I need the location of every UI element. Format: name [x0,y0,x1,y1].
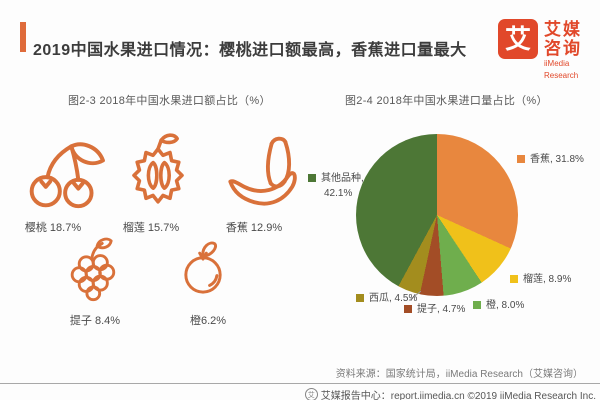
legend-marker-others [308,174,316,182]
pie-legend-banana: 香蕉, 31.8% [517,153,584,166]
legend-label-others: 其他品种, 42.1% [321,172,364,200]
fruit-label-grape: 提子 8.4% [69,315,121,327]
fruit-durian [118,122,198,216]
legend-marker-banana [517,155,525,163]
fruit-label-orange: 橙6.2% [189,315,227,327]
iimedia-logo-icon: 艾 [498,19,538,59]
logo-text: 艾媒咨询 iiMedia Research [544,20,600,81]
fruit-label-durian: 榴莲 15.7% [122,222,180,234]
legend-label-grape: 提子, 4.7% [417,304,466,315]
source-note: 资料来源：国家统计局，iiMedia Research（艾媒咨询） [335,369,583,380]
cherry-icon [29,142,105,209]
pie-legend-grape: 提子, 4.7% [404,303,465,316]
legend-marker-orange [473,301,481,309]
fruit-label-banana: 香蕉 12.9% [225,222,283,234]
logo-name-en: iiMedia Research [544,59,579,80]
logo-name-cn: 艾媒咨询 [544,20,582,58]
legend-marker-watermelon [356,294,364,302]
grape-icon [70,237,116,302]
footer-divider [0,383,600,384]
footer-text: 艾媒报告中心：report.iimedia.cn ©2019 iiMedia R… [320,391,596,400]
orange-icon [184,241,222,294]
legend-label-watermelon: 西瓜, 4.5% [369,293,418,304]
footer-logo-icon: 艾 [304,388,318,400]
logo-mark: 艾 [504,24,531,54]
legend-others-line2: 42.1% [324,188,353,199]
pie-legend-orange: 橙, 8.0% [473,299,524,312]
legend-others-line1: 其他品种, [321,173,364,184]
pie-legend-others: 其他品种, 42.1% [308,172,364,200]
legend-label-durian: 榴莲, 8.9% [523,274,572,285]
legend-label-orange: 橙, 8.0% [486,300,525,311]
fruit-banana [213,130,313,216]
fruit-grape [60,231,124,307]
pie-legend-durian: 榴莲, 8.9% [510,273,571,286]
title-accent-bar [20,22,26,52]
fruit-label-cherry: 樱桃 18.7% [24,222,82,234]
amount-chart-title: 图2-3 2018年中国水果进口额占比（%） [68,95,271,107]
volume-chart-title: 图2-4 2018年中国水果进口量占比（%） [345,95,548,107]
legend-label-banana: 香蕉, 31.8% [530,154,584,165]
durian-icon [132,133,184,204]
pie-chart [356,134,518,296]
footer: 艾 艾媒报告中心：report.iimedia.cn ©2019 iiMedia… [304,387,596,400]
page-title: 2019中国水果进口情况：樱桃进口额最高，香蕉进口量最大 [33,41,467,59]
legend-marker-grape [404,305,412,313]
fruit-orange [170,230,236,304]
fruit-cherry [22,126,110,216]
banana-icon [228,136,297,206]
pie-legend-watermelon: 西瓜, 4.5% [356,292,417,305]
legend-marker-durian [510,275,518,283]
